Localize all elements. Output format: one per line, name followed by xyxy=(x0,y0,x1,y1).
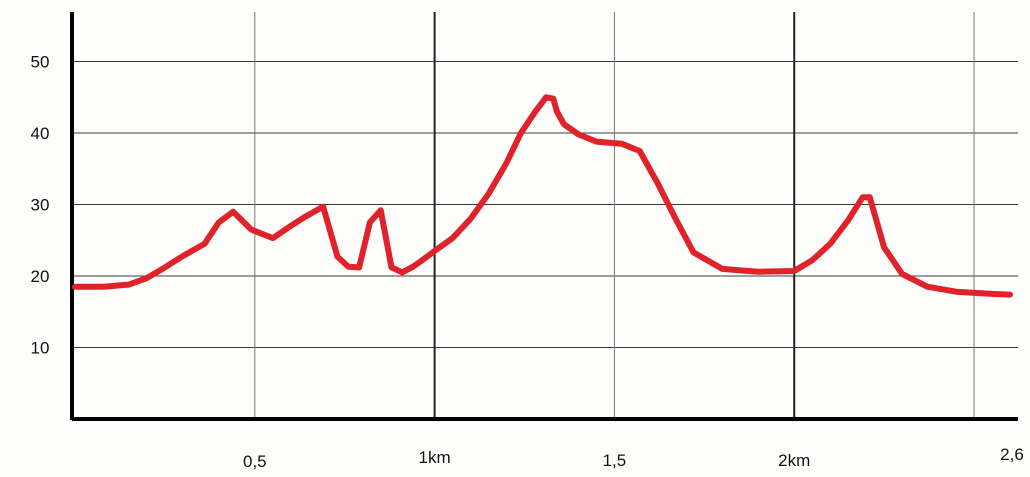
series-layer xyxy=(72,94,1013,298)
y-tick-label: 50 xyxy=(31,53,50,72)
y-tick-label: 40 xyxy=(31,124,50,143)
y-tick-label: 10 xyxy=(31,339,50,358)
grid xyxy=(72,12,1018,419)
x-tick-label: 2,6 xyxy=(1000,445,1024,464)
tick-labels: 10 20 30 40 50 0,5 1km 1,5 2km 2,6 xyxy=(31,53,1024,472)
x-tick-label: 1km xyxy=(419,448,451,467)
y-tick-label: 20 xyxy=(31,267,50,286)
series-line xyxy=(72,94,1013,298)
axes xyxy=(70,12,1018,421)
x-tick-label: 0,5 xyxy=(243,452,267,471)
x-tick-label: 2km xyxy=(778,451,810,470)
x-tick-label: 1,5 xyxy=(603,451,627,470)
y-tick-label: 30 xyxy=(31,196,50,215)
